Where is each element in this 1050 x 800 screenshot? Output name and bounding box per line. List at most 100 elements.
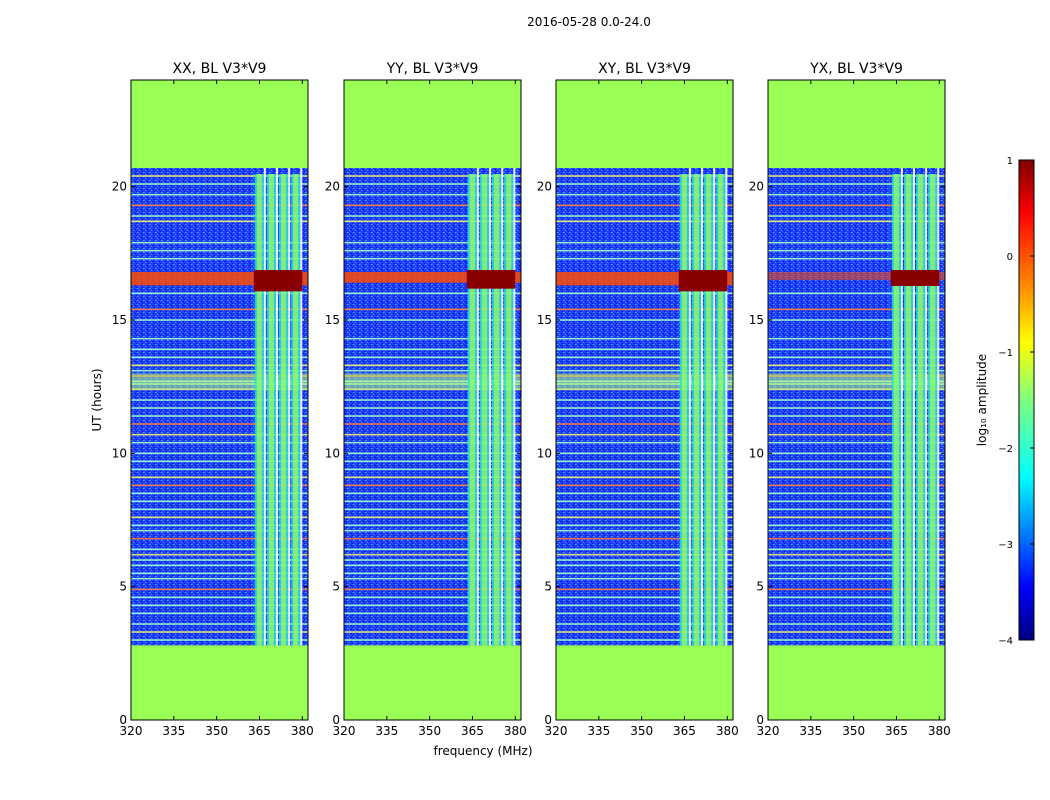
suptitle: 2016-05-28 0.0-24.0 xyxy=(527,15,651,29)
rfi-line xyxy=(131,215,308,217)
rfi-line xyxy=(768,364,945,367)
channel-core xyxy=(893,174,899,646)
rfi-line xyxy=(344,292,521,295)
rfi-line xyxy=(768,193,945,196)
rfi-line xyxy=(131,292,308,295)
rfi-line xyxy=(556,612,733,615)
rfi-line xyxy=(768,433,945,436)
y-tick-label: 20 xyxy=(325,180,340,194)
rfi-line xyxy=(556,468,733,471)
rfi-line xyxy=(556,193,733,196)
rfi-line xyxy=(556,407,733,409)
channel-gap xyxy=(513,168,516,646)
rfi-line xyxy=(768,604,945,607)
rfi-line xyxy=(768,468,945,471)
x-tick-label: 380 xyxy=(291,724,314,738)
rfi-line xyxy=(768,204,945,207)
channel-gap xyxy=(476,168,479,646)
y-tick-label: 15 xyxy=(112,313,127,327)
rfi-line xyxy=(556,292,733,295)
rfi-line xyxy=(131,337,308,340)
panel-frame xyxy=(555,79,734,721)
rfi-line xyxy=(768,572,945,575)
rfi-line xyxy=(556,257,733,260)
panel-title: YY, BL V3*V9 xyxy=(386,61,479,77)
rfi-line xyxy=(768,415,945,417)
panel-frame xyxy=(343,79,522,721)
y-tick-label: 10 xyxy=(112,446,127,460)
rfi-line xyxy=(344,369,521,372)
rfi-line xyxy=(556,537,733,540)
colorbar-tick-label: −4 xyxy=(998,636,1013,647)
rfi-line xyxy=(556,548,733,551)
x-tick-label: 350 xyxy=(205,724,228,738)
channel-core xyxy=(905,174,912,646)
rfi-line xyxy=(768,452,945,455)
channel-core xyxy=(268,174,275,646)
x-tick-label: 335 xyxy=(799,724,822,738)
rfi-line xyxy=(768,492,945,495)
panel-title: XX, BL V3*V9 xyxy=(173,61,267,77)
rfi-line xyxy=(131,492,308,495)
rfi-line xyxy=(768,423,945,425)
rfi-line xyxy=(344,215,521,217)
x-tick-label: 365 xyxy=(248,724,271,738)
colorbar-tick-label: 1 xyxy=(1007,156,1013,167)
panel-title: YX, BL V3*V9 xyxy=(809,61,903,77)
x-tick-label: 320 xyxy=(757,724,780,738)
rfi-line xyxy=(344,588,521,591)
rfi-line xyxy=(344,639,521,641)
rfi-line xyxy=(768,441,945,444)
rfi-line xyxy=(131,175,308,177)
rfi-line xyxy=(131,476,308,479)
y-tick-label: 10 xyxy=(537,446,552,460)
rfi-line xyxy=(768,183,945,185)
y-tick-label: 0 xyxy=(119,713,127,727)
colorbar-label: log₁₀ amplitude xyxy=(975,354,989,446)
rfi-line xyxy=(344,564,521,567)
rfi-line xyxy=(344,468,521,471)
rfi-line xyxy=(131,524,308,527)
y-tick-label: 15 xyxy=(537,313,552,327)
channel-core xyxy=(481,174,488,646)
y-tick-label: 15 xyxy=(325,313,340,327)
rfi-line xyxy=(556,572,733,575)
channel-gap xyxy=(925,168,928,646)
rfi-line xyxy=(131,516,308,519)
rfi-line xyxy=(344,553,521,556)
rfi-line xyxy=(344,612,521,615)
channel-core xyxy=(469,174,475,646)
rfi-line xyxy=(344,604,521,607)
rfi-line xyxy=(344,529,521,532)
x-tick-label: 350 xyxy=(418,724,441,738)
rfi-line xyxy=(131,399,308,401)
colorbar-tick-label: 0 xyxy=(1007,252,1013,263)
rfi-line xyxy=(131,468,308,471)
y-tick-label: 20 xyxy=(112,180,127,194)
rfi-line xyxy=(768,356,945,359)
rfi-line xyxy=(131,364,308,367)
channel-core xyxy=(718,174,724,646)
x-axis-label: frequency (MHz) xyxy=(433,744,532,758)
rfi-line xyxy=(131,319,308,321)
rfi-line xyxy=(131,564,308,567)
rfi-line xyxy=(131,183,308,185)
rfi-line xyxy=(556,441,733,444)
flare-band xyxy=(344,272,521,283)
y-tick-label: 20 xyxy=(537,180,552,194)
rfi-line xyxy=(344,577,521,580)
rfi-line xyxy=(768,623,945,625)
rfi-line xyxy=(344,441,521,444)
rfi-line xyxy=(768,175,945,177)
rfi-line xyxy=(556,476,733,479)
rfi-line xyxy=(556,215,733,217)
channel-core xyxy=(930,174,936,646)
y-tick-label: 15 xyxy=(749,313,764,327)
channel-gap xyxy=(288,168,291,646)
rfi-line xyxy=(768,337,945,340)
channel-gap xyxy=(489,168,492,646)
x-tick-label: 365 xyxy=(673,724,696,738)
rfi-line xyxy=(556,356,733,359)
rfi-line xyxy=(131,241,308,244)
rfi-line xyxy=(344,348,521,351)
